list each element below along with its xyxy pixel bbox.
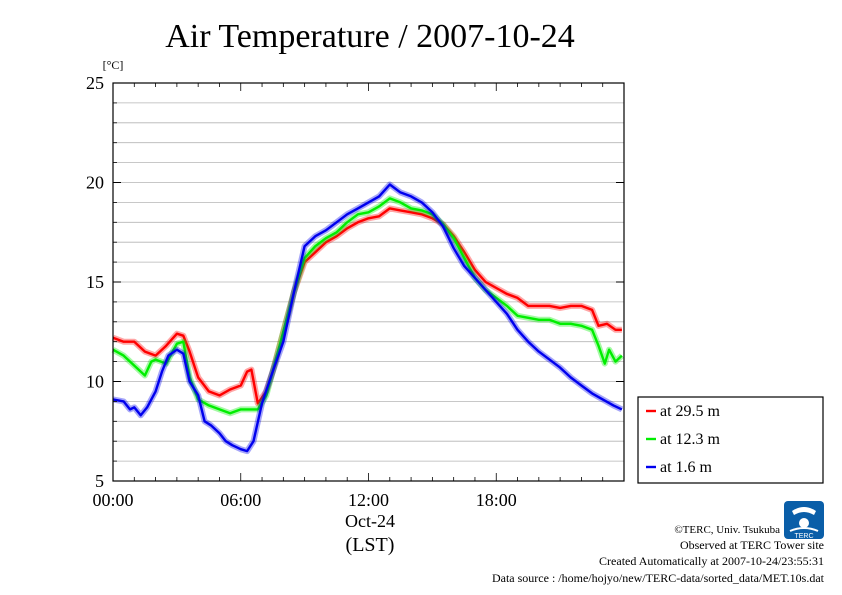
credit-copyright: ©TERC, Univ. Tsukuba [674,524,780,536]
y-tick-label: 20 [86,173,104,193]
legend-label: at 1.6 m [660,459,713,476]
credit-source: Data source : /home/hojyo/new/TERC-data/… [492,571,825,585]
y-tick-label: 5 [95,471,104,491]
x-sublabel-zone: (LST) [346,534,395,556]
y-unit-label: [°C] [103,58,124,72]
axes: 5 10 15 20 25 00:00 06:00 12:00 18:00 [86,73,624,510]
legend: at 29.5 m at 12.3 m at 1.6 m [637,396,824,484]
y-tick-label: 25 [86,73,104,93]
x-tick-label: 06:00 [220,490,261,510]
x-tick-label: 18:00 [476,490,517,510]
legend-label: at 29.5 m [660,403,721,420]
series-layer [111,181,624,455]
series-line [112,207,622,405]
credit-created: Created Automatically at 2007-10-24/23:5… [599,554,824,568]
legend-label: at 12.3 m [660,431,721,448]
y-tick-label: 15 [86,272,104,292]
terc-logo: TERC [784,501,824,540]
credit-site: Observed at TERC Tower site [680,538,824,552]
series-line [112,183,623,453]
x-tick-label: 00:00 [92,490,133,510]
y-tick-label: 10 [86,372,104,392]
chart-title: Air Temperature / 2007-10-24 [165,18,575,55]
grid [113,102,624,462]
x-sublabel-date: Oct-24 [345,511,395,531]
x-tick-label: 12:00 [348,490,389,510]
legend-box [637,396,824,484]
logo-text: TERC [794,533,813,540]
